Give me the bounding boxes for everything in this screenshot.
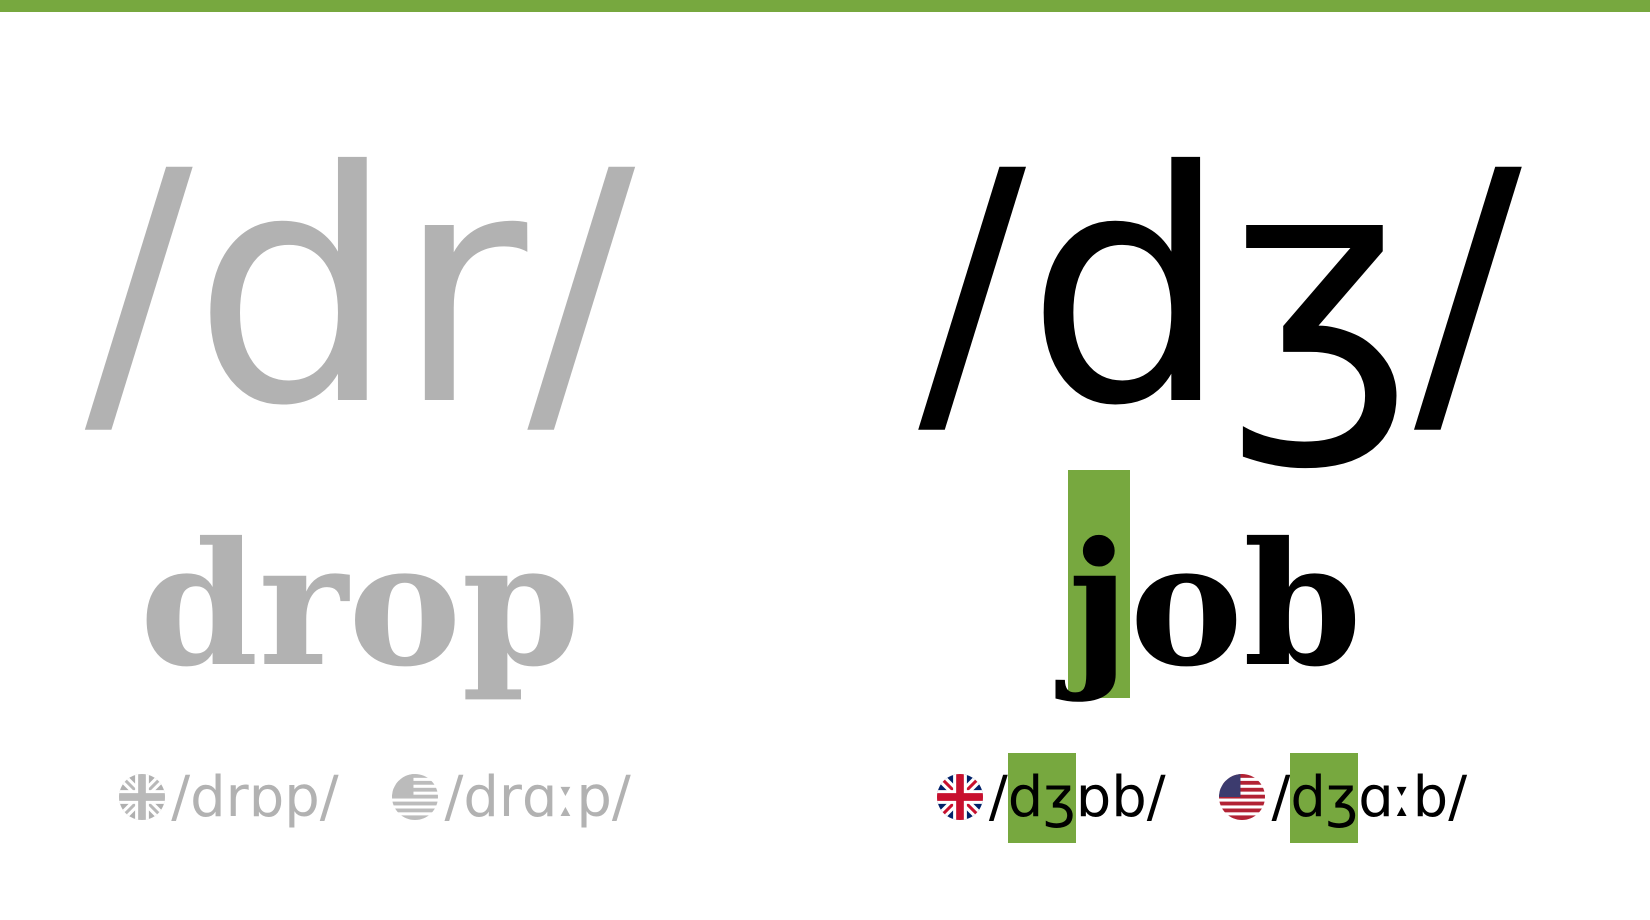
word-rest: ob (1129, 505, 1362, 705)
example-word: job (815, 470, 1615, 698)
uk-flag-icon (119, 773, 166, 820)
us-ipa: /drɑːp/ (444, 765, 631, 831)
us-ipa-pre: / (1271, 765, 1291, 831)
word-highlight: j (1068, 470, 1130, 698)
us-flag-icon (392, 773, 439, 820)
uk-pronunciation[interactable]: /drɒp/ (119, 753, 339, 843)
us-pronunciation[interactable]: /dʒɑːb/ (1219, 753, 1467, 843)
uk-ipa-highlight: dʒ (1007, 753, 1076, 843)
uk-ipa-pre: / (988, 765, 1008, 831)
us-ipa-post: ɑːb/ (1358, 765, 1468, 831)
phoneme-card-dr: /dr/ drop /drɒp/ (0, 90, 800, 890)
uk-pronunciation[interactable]: /dʒɒb/ (936, 753, 1166, 843)
us-pronunciation[interactable]: /drɑːp/ (392, 753, 631, 843)
uk-flag-icon (936, 773, 983, 820)
uk-ipa: /drɒp/ (171, 765, 339, 831)
phoneme-symbol: /dʒ/ (918, 104, 1522, 476)
top-accent-bar (0, 0, 1650, 12)
us-ipa-highlight: dʒ (1290, 753, 1359, 843)
example-word: drop (139, 505, 581, 705)
phoneme-symbol: /dr/ (84, 104, 636, 476)
pronunciations: /drɒp/ /drɑːp/ (0, 750, 775, 843)
pronunciations: /dʒɒb/ /dʒɑːb/ (802, 750, 1602, 843)
us-flag-icon (1219, 773, 1266, 820)
uk-ipa-post: ɒb/ (1075, 765, 1166, 831)
phoneme-card-dzh: /dʒ/ job /dʒɒb/ (820, 90, 1620, 890)
